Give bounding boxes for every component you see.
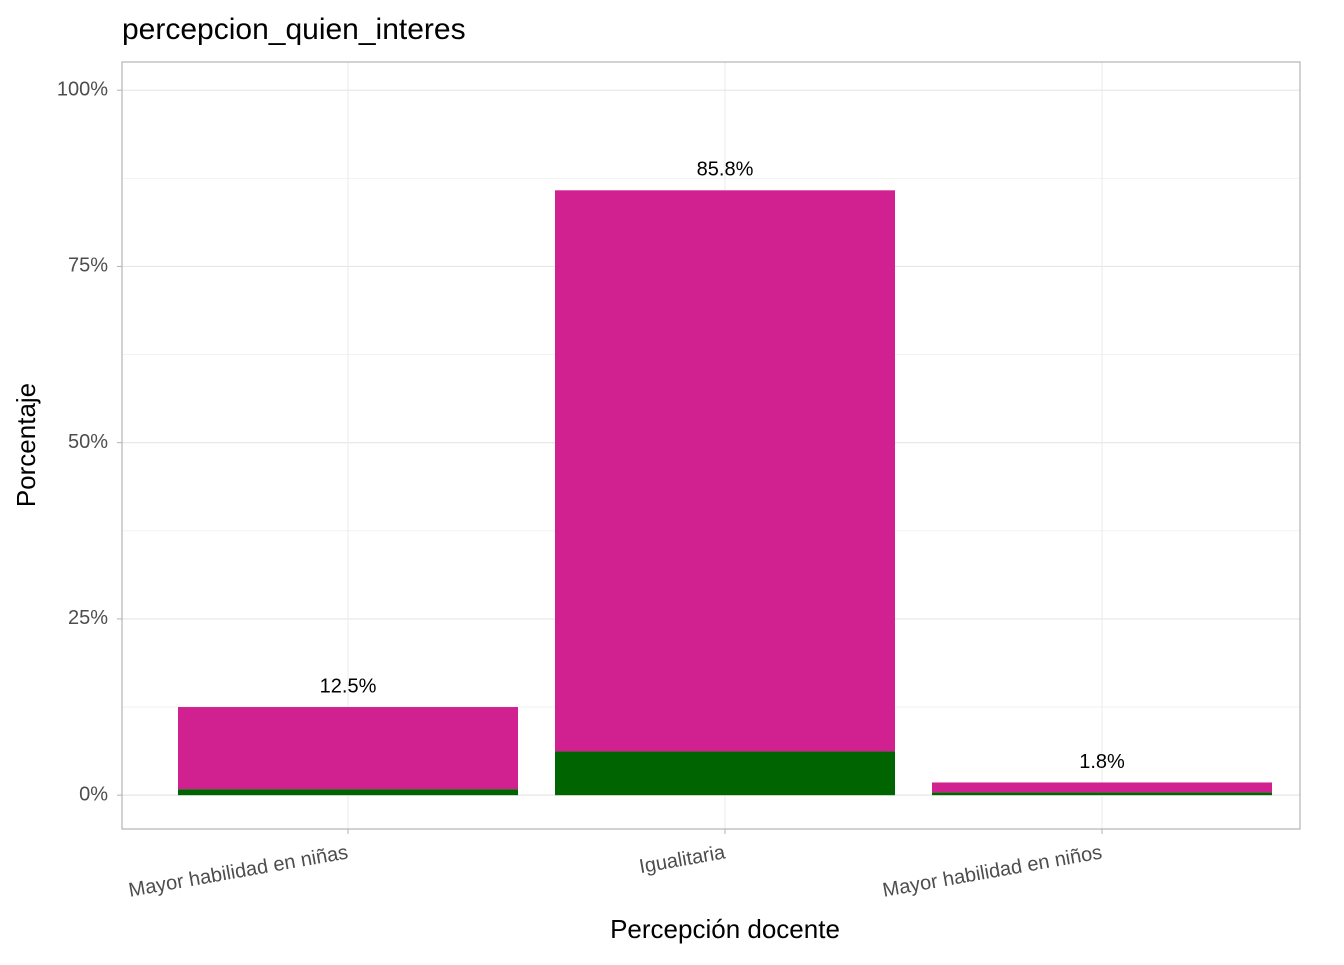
y-axis-title: Porcentaje <box>11 383 41 507</box>
bar-segment <box>555 190 895 752</box>
bar-segment <box>555 751 895 796</box>
data-label: 12.5% <box>320 675 377 697</box>
x-axis-title: Percepción docente <box>610 914 840 944</box>
data-label: 1.8% <box>1079 751 1125 773</box>
y-tick-label: 75% <box>68 255 108 277</box>
bar-segment <box>932 792 1272 796</box>
bar-segment <box>178 789 518 796</box>
bar-segment <box>178 707 518 790</box>
x-tick-label: Igualitaria <box>638 841 728 878</box>
bar-segment <box>932 782 1272 793</box>
data-label: 85.8% <box>697 159 754 181</box>
x-tick-label: Mayor habilidad en niños <box>881 841 1104 901</box>
panel-border <box>121 61 1301 830</box>
y-tick-label: 0% <box>79 783 108 805</box>
y-tick-label: 50% <box>68 431 108 453</box>
x-tick-label: Mayor habilidad en niñas <box>127 841 350 901</box>
y-tick-label: 25% <box>68 607 108 629</box>
chart-title: percepcion_quien_interes <box>122 13 466 46</box>
y-tick-label: 100% <box>57 78 108 100</box>
